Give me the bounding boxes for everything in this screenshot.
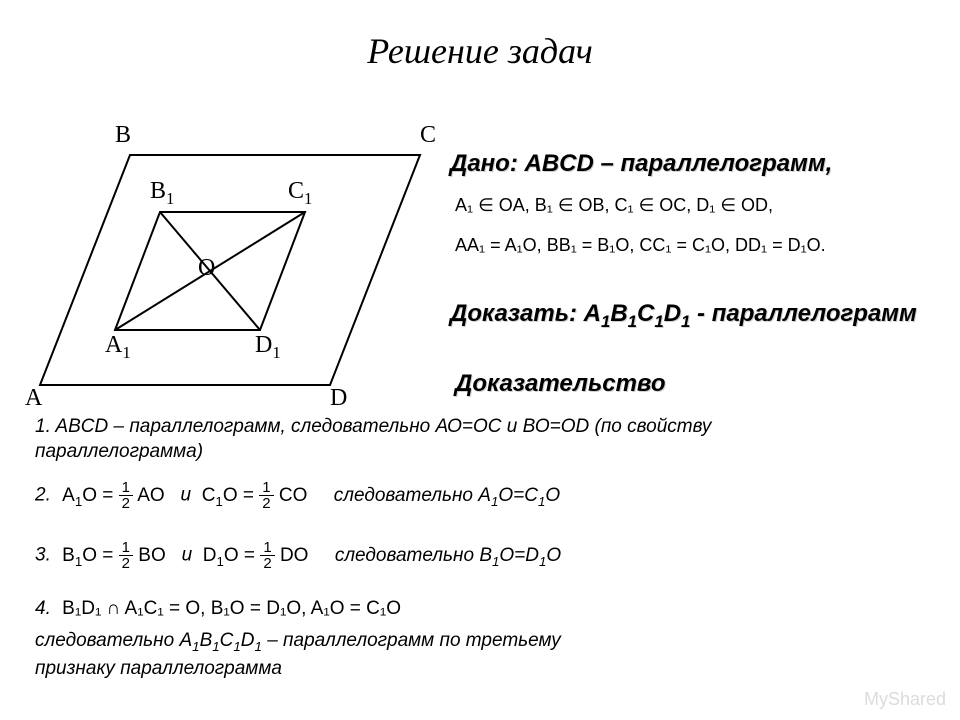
p3-DO: DO [280,545,309,566]
p2ta: следовательно А [334,485,491,506]
p3tc: О [546,545,561,566]
prove-s1: 1 [601,312,610,331]
label-A: A [25,385,42,412]
proof-line-2: 2. A1O = 12 AO и C1O = 12 CO следователь… [35,480,560,511]
p4-f: B₁D₁ ∩ A₁C₁ = O, B₁O = D₁O, A₁O = C₁O [62,598,401,619]
p3-f2s: 1 [216,553,223,568]
p2-f2s: 1 [215,493,222,508]
p2-tail: следовательно А1О=С1О [334,485,560,506]
p2-f2: C1O = 12 CO [202,485,313,506]
diagram-svg [30,140,430,410]
label-C: C [420,122,436,149]
p2-CO: CO [279,485,308,506]
p3-f2a: D [203,545,217,566]
label-A1-sub: 1 [122,343,130,362]
p3-num: 3. [35,545,51,566]
prove-s4: 1 [681,312,690,331]
prove-suf: - параллелограмм [690,300,916,327]
label-B1-sub: 1 [166,189,174,208]
p3-fr2n: 1 [260,540,274,556]
label-A1-base: A [105,332,122,358]
p3-f1: B1O = 12 BO [62,545,171,566]
given-line3: AA₁ = A₁O, BB₁ = B₁O, CC₁ = C₁O, DD₁ = D… [455,235,826,256]
p5a: следовательно A [35,630,192,651]
label-C1-sub: 1 [304,189,312,208]
p3ta: следовательно B [335,545,492,566]
p3-fr2d: 2 [260,556,274,571]
p2-fr1n: 1 [119,480,133,496]
prove-s3: 1 [654,312,663,331]
label-B1: B1 [150,178,174,209]
label-D1-base: D [255,332,272,358]
p5d: D [241,630,255,651]
p2-f1: A1O = 12 AO [62,485,170,506]
p3-fr1d: 2 [119,556,133,571]
p3-and: и [182,545,193,566]
p2-f1a: A [62,485,75,506]
p2-AO: AO [137,485,164,506]
label-A1: A1 [105,332,131,363]
page-title: Решение задач [0,30,960,72]
p3-f1a: B [62,545,75,566]
p3-tail: следовательно B1О=D1О [335,545,561,566]
p2-num: 2. [35,485,51,506]
p3-f1b: O = [82,545,113,566]
label-C1-base: C [288,178,304,204]
p2-fr2n: 1 [259,480,273,496]
prove-m1: B [610,300,627,327]
p5b: B [200,630,213,651]
p2-fr2d: 2 [259,496,273,511]
label-B1-base: B [150,178,166,204]
p2-f2a: C [202,485,216,506]
prove-m3: D [664,300,681,327]
p5s3: 1 [233,639,240,654]
given-line2: A₁ ∈ OA, B₁ ∈ OB, C₁ ∈ OC, D₁ ∈ OD, [455,195,773,216]
p5s4: 1 [255,639,262,654]
p4-num: 4. [35,598,51,619]
p2-and: и [181,485,192,506]
prove-s2: 1 [628,312,637,331]
label-C1: C1 [288,178,312,209]
p5s2: 1 [212,639,219,654]
p3-f2b: O = [224,545,255,566]
p2tc: О [545,485,560,506]
proof-line-1: 1. ABCD – параллелограмм, следовательно … [35,415,815,464]
label-D1-sub: 1 [272,343,280,362]
p3-BO: BO [138,545,165,566]
label-O: O [198,255,215,282]
label-B: B [115,122,131,149]
label-D1: D1 [255,332,281,363]
p3-f2: D1O = 12 DO [203,545,314,566]
prove-heading: Доказать: A1B1C1D1 - параллелограмм [450,300,917,332]
proof-line-3: 3. B1O = 12 BO и D1O = 12 DO следователь… [35,540,561,571]
p5s1: 1 [192,639,199,654]
proof-heading: Доказательство [455,370,665,398]
prove-m2: C [637,300,654,327]
p2-f2b: O = [223,485,254,506]
prove-pref: Доказать: A [450,300,601,327]
p3-fr1n: 1 [119,540,133,556]
p2-fr1d: 2 [119,496,133,511]
p3tb: О=D [499,545,539,566]
p2tb: О=С [498,485,538,506]
proof-line-4: 4. B₁D₁ ∩ A₁C₁ = O, B₁O = D₁O, A₁O = C₁O [35,598,401,620]
p5c: C [220,630,234,651]
parallelogram-diagram: A B C D O A1 B1 C1 D1 [30,140,430,410]
watermark: MyShared [864,689,946,710]
given-heading: Дано: ABCD – параллелограмм, [450,150,832,178]
p2-f1b: O = [82,485,113,506]
label-D: D [330,385,347,412]
proof-line-5: следовательно A1B1C1D1 – параллелограмм … [35,628,595,681]
